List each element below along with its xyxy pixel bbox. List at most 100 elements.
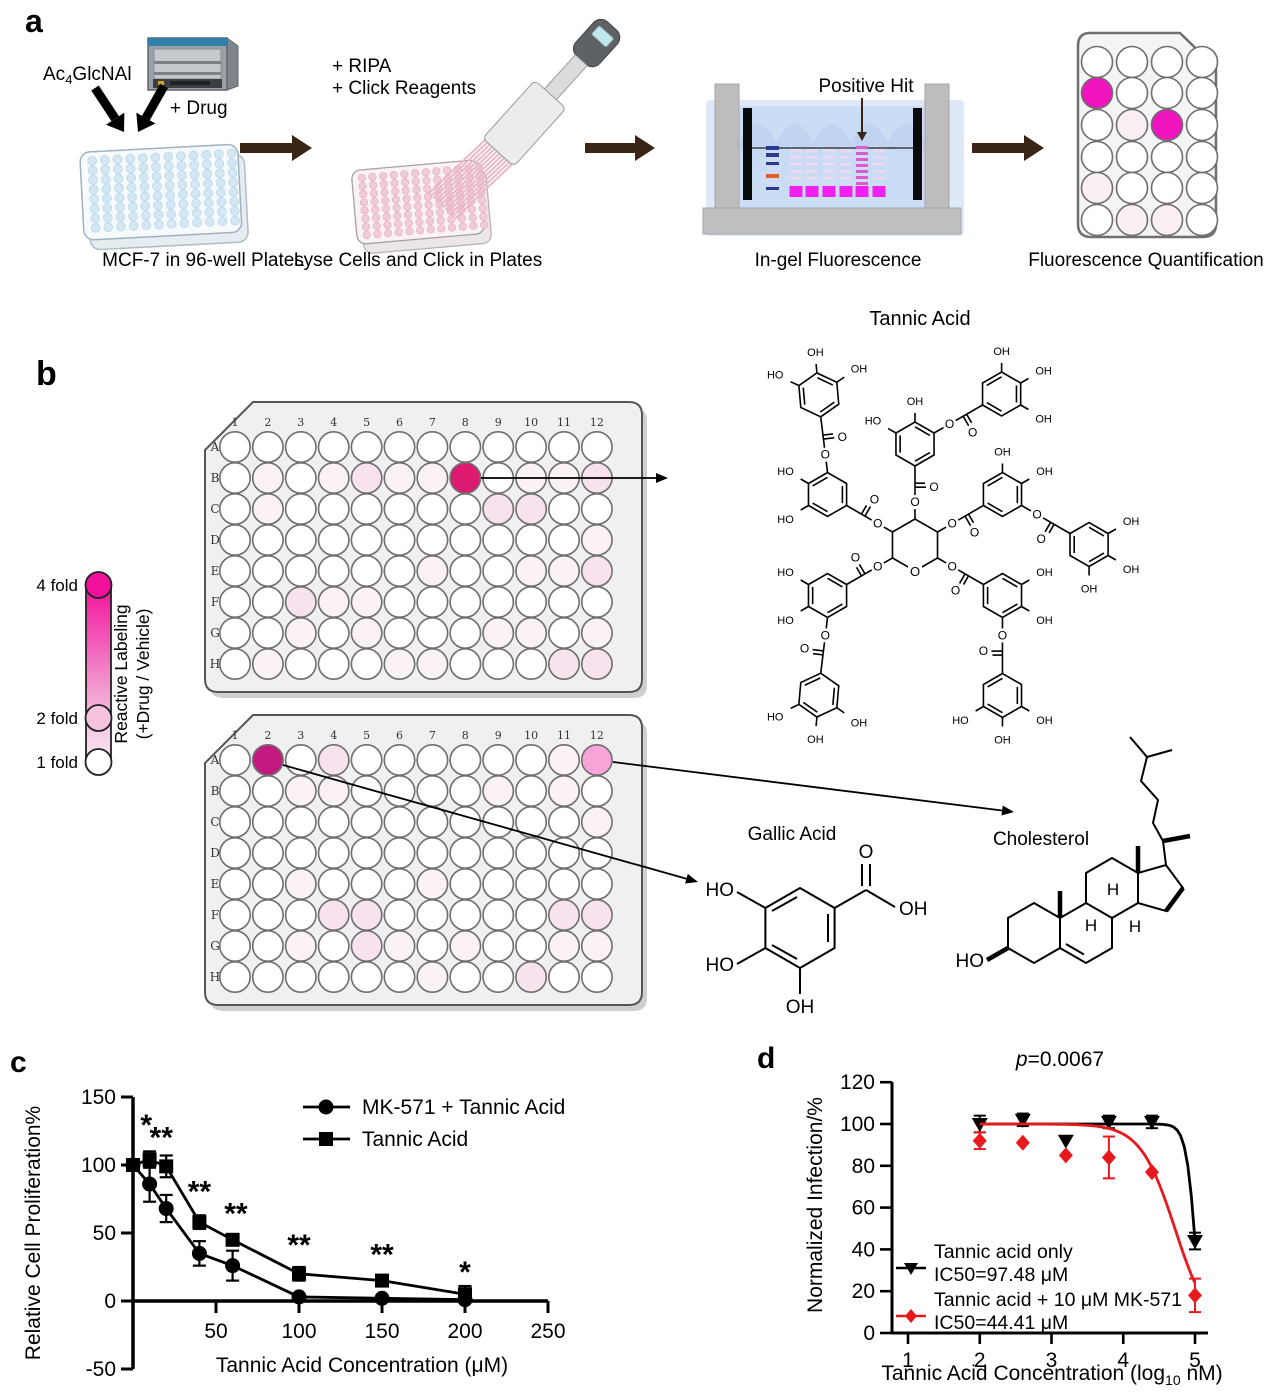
oh-bond — [887, 427, 897, 434]
lysate-well — [362, 222, 371, 231]
quant-well — [1185, 108, 1219, 142]
carbonyl-bond — [964, 515, 972, 527]
well-G11 — [547, 929, 580, 962]
marker-triangle-down — [971, 1118, 988, 1132]
scale-title-line1: Reactive Labeling — [111, 604, 131, 743]
lysate-well — [405, 227, 414, 236]
quantification-plate-icon — [1076, 31, 1219, 239]
flow-arrow — [972, 135, 1044, 161]
well-A5 — [350, 430, 383, 463]
arrow-head — [635, 135, 655, 161]
well-A2 — [251, 430, 284, 463]
pipette-tip — [454, 162, 514, 220]
strong-band — [805, 186, 819, 197]
cell-well — [166, 219, 177, 229]
row-label: H — [210, 657, 220, 671]
well-D10 — [515, 836, 548, 869]
aromatic-bond — [914, 426, 931, 437]
well-E5 — [350, 867, 383, 900]
x-tick-label: 3 — [1046, 1349, 1058, 1372]
well-F1 — [219, 585, 252, 618]
cell-plate-icon — [79, 143, 249, 251]
well-H2 — [251, 647, 284, 680]
lysate-well — [448, 223, 457, 232]
well-D3 — [284, 836, 317, 869]
faint-band — [806, 149, 818, 152]
cell-well — [215, 168, 225, 179]
well-E5 — [350, 554, 383, 587]
carbonyl-bond — [855, 566, 863, 577]
quant-well — [1115, 203, 1149, 237]
fold-1-label: 1 fold — [36, 753, 78, 772]
aromatic-bond — [986, 401, 1003, 412]
well-D5 — [350, 523, 383, 556]
quant-well — [1185, 76, 1219, 110]
hit-lane-band — [856, 164, 868, 167]
cell-well — [228, 177, 238, 188]
column-label: 12 — [590, 416, 604, 429]
lysate-well — [403, 210, 413, 220]
well-E8 — [449, 867, 482, 900]
well-D2 — [251, 523, 284, 556]
well-C12 — [580, 805, 613, 838]
arrow-shaft — [612, 761, 1003, 812]
well-B10 — [515, 774, 548, 807]
cell-well — [202, 178, 213, 189]
cell-well — [192, 217, 202, 228]
cell-well — [113, 164, 123, 174]
hydroxyl-label: OH — [807, 347, 824, 359]
cell-well — [216, 187, 226, 198]
o-mask — [908, 563, 922, 578]
marker-triangle-down — [1187, 1235, 1203, 1250]
ester-bond — [937, 557, 947, 564]
hydroxyl-label: OH — [1081, 584, 1098, 596]
hydroxyl-label: OH — [1123, 516, 1140, 528]
panel-b-screen: 4 fold 2 fold 1 fold Reactive Labeling (+Dru… — [36, 308, 1191, 1018]
arrow-head — [136, 112, 156, 132]
ester-bond — [937, 526, 947, 533]
lysate-well — [425, 209, 434, 218]
well-D3 — [284, 523, 317, 556]
well-D10 — [515, 523, 548, 556]
quant-well — [1080, 140, 1114, 174]
flow-arrow-1 — [240, 135, 312, 161]
aromatic-bond — [816, 377, 834, 386]
quant-well — [1185, 45, 1219, 79]
ladder-band — [766, 146, 779, 150]
oh-bond — [800, 579, 809, 586]
oh-bond — [1021, 579, 1030, 586]
lysate-well — [411, 169, 420, 178]
well-B8 — [449, 774, 482, 807]
cell-well — [179, 218, 190, 229]
faint-band — [790, 163, 802, 166]
well-G1 — [219, 616, 252, 649]
ester-o: O — [1032, 507, 1041, 521]
aromatic-bond — [1088, 526, 1105, 537]
well-A4 — [317, 430, 350, 463]
arrow-head — [1024, 135, 1044, 161]
legend-marker-square — [319, 1132, 333, 1146]
gallic-acid-structure: O OH HO HO OH — [706, 842, 928, 1018]
lysate-well — [383, 220, 392, 230]
carbonyl-bond — [858, 563, 866, 575]
fold-4-label: 4 fold — [36, 576, 78, 595]
galloyl-ring — [807, 471, 848, 518]
series-tannic-acid — [126, 1150, 472, 1304]
cell-well — [138, 153, 148, 163]
marker-square — [142, 1152, 157, 1167]
well-E6 — [383, 867, 416, 900]
significance-star: * — [459, 1256, 471, 1289]
well-A2 — [251, 743, 284, 776]
well-C2 — [251, 492, 284, 525]
well-E4 — [317, 867, 350, 900]
probe-arrow — [91, 85, 125, 132]
well-E10 — [515, 554, 548, 587]
carbonyl-o: O — [968, 426, 977, 440]
well-E2 — [251, 867, 284, 900]
cell-well — [201, 149, 212, 160]
strong-band — [789, 186, 803, 197]
well-F11 — [547, 898, 580, 931]
well-B5 — [350, 461, 383, 494]
hydroxyl-label: OH — [1123, 564, 1140, 576]
carbonyl-o: O — [851, 550, 860, 564]
